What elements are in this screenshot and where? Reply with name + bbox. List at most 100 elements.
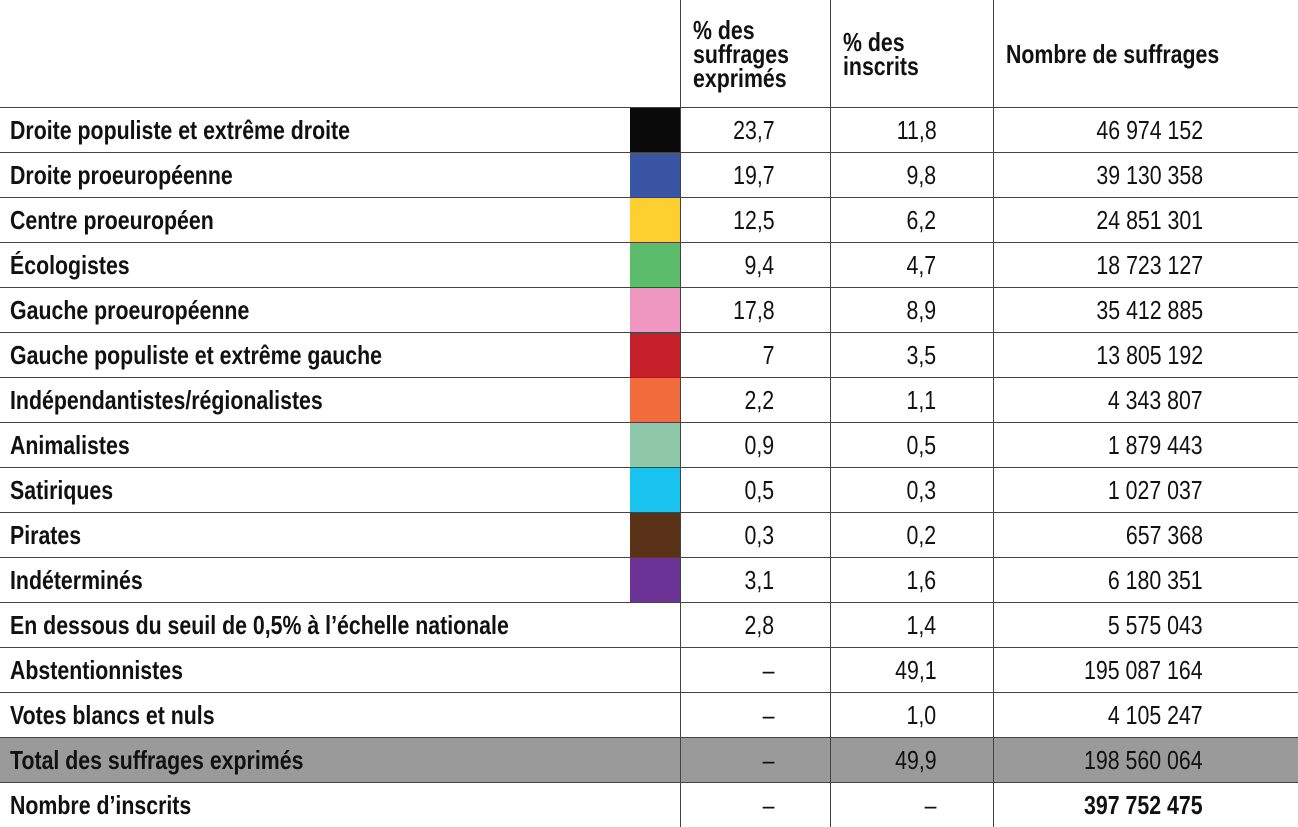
value-cell: 4 343 807 [993, 378, 1298, 423]
value-cell: 49,9 [830, 738, 993, 783]
swatch-cell [630, 378, 680, 423]
value-cell: 0,3 [680, 513, 830, 558]
cell-text: 18 723 127 [1096, 250, 1203, 281]
cell-text: 0,5 [907, 430, 937, 461]
value-cell: 5 575 043 [993, 603, 1298, 648]
table-row: Total des suffrages exprimés – 49,9 198 560… [0, 738, 1298, 783]
cell-text: Votes blancs et nuls [10, 700, 215, 731]
cell-text: 23,7 [733, 115, 774, 146]
cell-text: 12,5 [733, 205, 774, 236]
cell-text: 1,1 [907, 385, 937, 416]
value-cell: 0,5 [680, 468, 830, 513]
cell-text: Indépendantistes/régionalistes [10, 385, 323, 416]
value-cell: 1,4 [830, 603, 993, 648]
value-cell: 6 180 351 [993, 558, 1298, 603]
row-label: Indéterminés [0, 558, 630, 603]
value-cell: 49,1 [830, 648, 993, 693]
cell-text: 19,7 [733, 160, 774, 191]
color-swatch [630, 468, 680, 512]
cell-text: 5 575 043 [1108, 610, 1203, 641]
value-cell: 1,1 [830, 378, 993, 423]
value-cell: 18 723 127 [993, 243, 1298, 288]
value-cell: 4,7 [830, 243, 993, 288]
cell-text: Nombre d’inscrits [10, 790, 191, 821]
value-cell: 0,2 [830, 513, 993, 558]
swatch-cell [630, 423, 680, 468]
cell-text: Animalistes [10, 430, 130, 461]
cell-text: 0,3 [745, 520, 775, 551]
cell-text: Total des suffrages exprimés [10, 745, 303, 776]
cell-text: 1 027 037 [1108, 475, 1203, 506]
cell-text: 46 974 152 [1096, 115, 1203, 146]
cell-text: 3,5 [907, 340, 937, 371]
value-cell: 1,6 [830, 558, 993, 603]
row-label: Gauche proeuropéenne [0, 288, 630, 333]
swatch-cell [630, 153, 680, 198]
value-cell: 2,2 [680, 378, 830, 423]
row-label: Satiriques [0, 468, 630, 513]
cell-text: – [763, 655, 775, 686]
value-cell: 46 974 152 [993, 108, 1298, 153]
value-cell: 0,9 [680, 423, 830, 468]
value-cell: 9,8 [830, 153, 993, 198]
cell-text: Écologistes [10, 250, 130, 281]
table-row: Indépendantistes/régionalistes 2,2 1,1 4 34… [0, 378, 1298, 423]
table-row: Pirates 0,3 0,2 657 368 [0, 513, 1298, 558]
cell-text: – [925, 790, 937, 821]
swatch-cell [630, 783, 680, 827]
color-swatch [630, 378, 680, 422]
value-cell: 8,9 [830, 288, 993, 333]
table-row: En dessous du seuil de 0,5% à l’échelle … [0, 603, 1298, 648]
cell-text: 39 130 358 [1096, 160, 1203, 191]
swatch-cell [630, 693, 680, 738]
color-swatch [630, 288, 680, 332]
value-cell: 0,5 [830, 423, 993, 468]
table-row: Satiriques 0,5 0,3 1 027 037 [0, 468, 1298, 513]
cell-text: 2,2 [745, 385, 775, 416]
color-swatch [630, 108, 680, 152]
cell-text: 9,4 [745, 250, 775, 281]
color-swatch [630, 558, 680, 602]
cell-text: 7 [763, 340, 775, 371]
cell-text: Gauche populiste et extrême gauche [10, 340, 382, 371]
cell-text: – [763, 700, 775, 731]
value-cell: 23,7 [680, 108, 830, 153]
table-row: Votes blancs et nuls – 1,0 4 105 247 [0, 693, 1298, 738]
row-label: Indépendantistes/régionalistes [0, 378, 630, 423]
cell-text: 8,9 [907, 295, 937, 326]
cell-text: 657 368 [1126, 520, 1203, 551]
swatch-cell [630, 108, 680, 153]
cell-text: 1,6 [907, 565, 937, 596]
cell-text: 49,9 [895, 745, 936, 776]
cell-text: Nombre de suffrages [1006, 42, 1246, 66]
swatch-cell [630, 468, 680, 513]
row-label: Pirates [0, 513, 630, 558]
swatch-cell [630, 333, 680, 378]
value-cell: 12,5 [680, 198, 830, 243]
cell-text: Indéterminés [10, 565, 143, 596]
swatch-cell [630, 198, 680, 243]
cell-text: 0,3 [907, 475, 937, 506]
cell-text: 0,9 [745, 430, 775, 461]
value-cell: 0,3 [830, 468, 993, 513]
cell-text: 4 105 247 [1108, 700, 1203, 731]
swatch-cell [630, 558, 680, 603]
value-cell: 1,0 [830, 693, 993, 738]
cell-text: % des inscrits [843, 30, 966, 78]
value-cell: 198 560 064 [993, 738, 1298, 783]
value-cell: 19,7 [680, 153, 830, 198]
value-cell: 4 105 247 [993, 693, 1298, 738]
cell-text: 49,1 [895, 655, 936, 686]
cell-text: 0,2 [907, 520, 937, 551]
cell-text: Centre proeuropéen [10, 205, 214, 236]
value-cell: – [680, 738, 830, 783]
cell-text: 9,8 [907, 160, 937, 191]
cell-text: 6 180 351 [1108, 565, 1203, 596]
table-row: Écologistes 9,4 4,7 18 723 127 [0, 243, 1298, 288]
swatch-cell [630, 288, 680, 333]
cell-text: 397 752 475 [1084, 790, 1203, 821]
value-cell: – [680, 648, 830, 693]
